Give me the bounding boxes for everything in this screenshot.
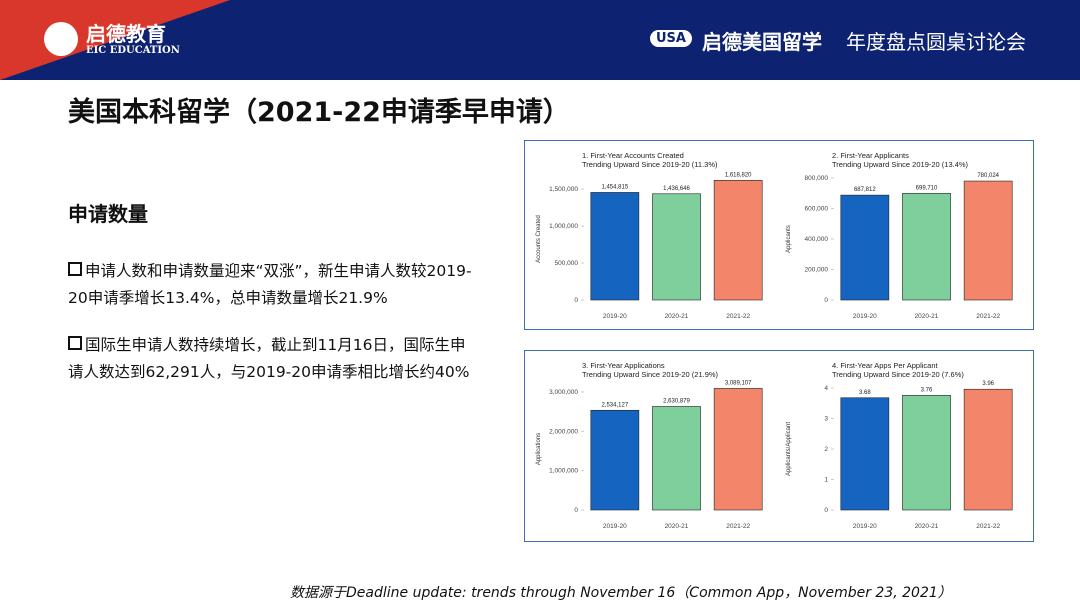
chart-title: Trending Upward Since 2019-20 (7.6%) <box>832 370 964 379</box>
x-tick-label: 2021-22 <box>976 313 1000 320</box>
bar <box>713 180 763 301</box>
y-tick-label: 2,000,000 <box>549 428 578 435</box>
bar <box>963 180 1013 301</box>
bullet-text: 国际生申请人数持续增长，截止到11月16日，国际生申请人数达到62,291人，与… <box>68 336 470 381</box>
header-accent <box>0 0 230 80</box>
section-title: 申请数量 <box>68 202 148 226</box>
value-label: 2,534,127 <box>601 402 628 408</box>
value-label: 1,618,820 <box>725 172 752 178</box>
value-label: 3.96 <box>982 381 994 387</box>
slide-title: 美国本科留学（2021-22申请季早申请） <box>68 97 570 128</box>
y-tick-label: 2 <box>824 446 828 453</box>
value-label: 3.76 <box>921 387 933 393</box>
bullet: 申请人数和申请数量迎来“双涨”，新生申请人数较2019-20申请季增长13.4%… <box>68 258 478 312</box>
y-axis-label: Accounts Created <box>536 215 542 263</box>
value-label: 699,710 <box>916 185 938 191</box>
y-tick-label: 4 <box>824 385 828 392</box>
bullet: 国际生申请人数持续增长，截止到11月16日，国际生申请人数达到62,291人，与… <box>68 332 478 386</box>
value-label: 1,454,815 <box>601 184 628 190</box>
y-tick-label: 1 <box>824 477 828 484</box>
chart-title: Trending Upward Since 2019-20 (13.4%) <box>832 160 969 169</box>
footer: 数据源于Deadline update: trends through Nove… <box>290 585 952 601</box>
bullet-text: 申请人数和申请数量迎来“双涨”，新生申请人数较2019-20申请季增长13.4%… <box>68 262 472 307</box>
x-tick-label: 2019-20 <box>853 313 877 320</box>
x-tick-label: 2019-20 <box>603 523 627 530</box>
bar <box>713 388 763 511</box>
y-axis-label: Applicants/Applicant <box>786 422 792 476</box>
bar <box>652 193 701 301</box>
bar <box>963 388 1013 511</box>
y-tick-label: 1,000,000 <box>549 223 578 230</box>
y-tick-label: 0 <box>824 297 828 304</box>
brand: 启德美国留学 <box>702 30 822 54</box>
x-tick-label: 2021-22 <box>726 313 750 320</box>
y-axis-label: Applicants <box>786 225 792 253</box>
bar <box>590 192 640 301</box>
x-tick-label: 2020-21 <box>915 523 939 530</box>
y-tick-label: 0 <box>574 507 578 514</box>
y-tick-label: 800,000 <box>805 175 829 182</box>
y-tick-label: 0 <box>574 297 578 304</box>
event: 年度盘点圆桌讨论会 <box>846 30 1026 54</box>
chart-title: Trending Upward Since 2019-20 (21.9%) <box>582 370 719 379</box>
x-tick-label: 2019-20 <box>853 523 877 530</box>
y-tick-label: 200,000 <box>805 267 829 274</box>
bar <box>840 397 890 511</box>
logo-icon <box>44 22 78 56</box>
y-tick-label: 600,000 <box>805 206 829 213</box>
value-label: 780,024 <box>977 173 999 179</box>
value-label: 3,089,107 <box>725 380 752 386</box>
bar <box>902 395 951 511</box>
bar <box>902 192 951 301</box>
y-axis-label: Applications <box>536 433 542 465</box>
x-tick-label: 2021-22 <box>976 523 1000 530</box>
bar <box>840 194 890 301</box>
x-tick-label: 2020-21 <box>665 313 689 320</box>
y-tick-label: 3 <box>824 416 828 423</box>
logo-sub: EIC EDUCATION <box>86 45 180 56</box>
chart-title: 4. First-Year Apps Per Applicant <box>832 361 939 370</box>
x-tick-label: 2020-21 <box>915 313 939 320</box>
logo-text: 启德教育 <box>86 22 166 46</box>
y-tick-label: 3,000,000 <box>549 389 578 396</box>
x-tick-label: 2020-21 <box>665 523 689 530</box>
y-tick-label: 500,000 <box>555 260 579 267</box>
y-tick-label: 1,000,000 <box>549 468 578 475</box>
chart-title: 2. First-Year Applicants <box>832 151 909 160</box>
value-label: 1,436,646 <box>663 186 690 192</box>
chart-title: Trending Upward Since 2019-20 (11.3%) <box>582 160 718 169</box>
bar <box>652 406 701 511</box>
bar <box>590 409 640 511</box>
value-label: 2,630,879 <box>663 398 690 404</box>
x-tick-label: 2021-22 <box>726 523 750 530</box>
chart-title: 3. First-Year Applications <box>582 361 665 370</box>
chart-title: 1. First-Year Accounts Created <box>582 151 684 160</box>
y-tick-label: 1,500,000 <box>549 186 578 193</box>
value-label: 3.68 <box>859 390 871 396</box>
x-tick-label: 2019-20 <box>603 313 627 320</box>
badge: USA <box>650 30 692 47</box>
y-tick-label: 400,000 <box>805 236 829 243</box>
value-label: 687,812 <box>854 187 876 193</box>
y-tick-label: 0 <box>824 507 828 514</box>
